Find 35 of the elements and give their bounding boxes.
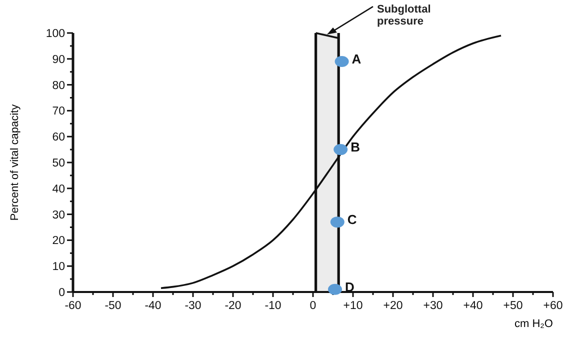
y-tick-label: 30 xyxy=(52,209,65,222)
annotation: C xyxy=(347,212,358,228)
x-tick-label: -60 xyxy=(64,300,82,312)
x-tick-label: +20 xyxy=(383,300,403,312)
x-tick-label: -40 xyxy=(144,300,162,312)
annotation: A xyxy=(352,51,362,66)
y-axis-title: Percent of vital capacity xyxy=(9,104,21,221)
line-series xyxy=(160,34,502,290)
y-tick-label: 90 xyxy=(52,54,65,66)
x-tick-label: +60 xyxy=(543,300,563,312)
y-tick-label: 0 xyxy=(58,287,65,299)
x-tick-label: +40 xyxy=(463,300,483,312)
y-tick-label: 80 xyxy=(52,80,65,92)
x-tick-label: 0 xyxy=(310,300,316,312)
y-tick-label: 10 xyxy=(52,261,65,274)
point xyxy=(328,284,342,295)
x-tick-label: +30 xyxy=(423,300,443,312)
point xyxy=(334,144,348,156)
point xyxy=(334,56,349,67)
x-tick-label: -20 xyxy=(224,300,242,312)
y-tick-label: 50 xyxy=(52,158,65,170)
x-tick-label: -10 xyxy=(264,300,282,312)
x-axis-title: cm H₂O xyxy=(514,318,554,330)
annotation: Subglottal pressure xyxy=(377,4,431,28)
annotation: B xyxy=(350,140,360,155)
x-tick-label: -50 xyxy=(104,300,122,312)
x-tick-label: -30 xyxy=(184,300,202,312)
y-tick-label: 20 xyxy=(52,235,65,248)
x-tick-label: +10 xyxy=(343,300,363,312)
y-tick-label: 70 xyxy=(52,106,65,118)
x-tick-label: +50 xyxy=(503,300,523,312)
y-tick-label: 100 xyxy=(46,28,65,40)
y-tick-label: 60 xyxy=(52,132,65,144)
point xyxy=(330,216,344,228)
y-tick-label: 40 xyxy=(52,183,65,196)
